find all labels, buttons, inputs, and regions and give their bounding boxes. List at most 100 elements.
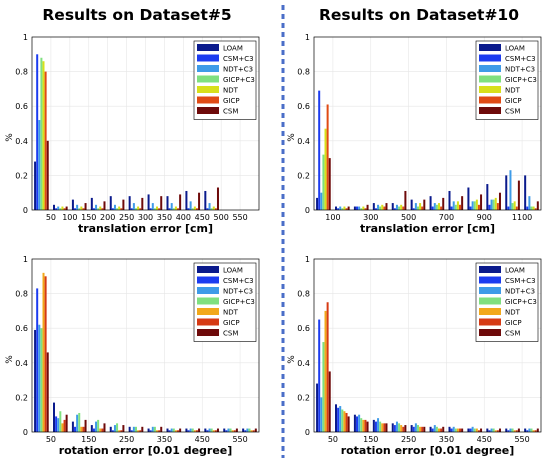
- bar-ndt-c3: [490, 428, 493, 432]
- bar-gicp-c3: [454, 204, 457, 210]
- bar-ndt-c3: [358, 206, 361, 210]
- bar-csm: [216, 428, 219, 432]
- bar-ndt: [381, 204, 384, 210]
- legend-label: NDT+C3: [505, 66, 535, 74]
- legend-label: CSM: [223, 108, 238, 116]
- x-axis-label: translation error [cm]: [360, 222, 495, 235]
- bar-loam: [524, 428, 527, 432]
- bar-gicp: [120, 208, 123, 210]
- legend-swatch: [479, 329, 501, 336]
- bar-loam: [486, 184, 489, 210]
- bar-gicp-c3: [191, 208, 194, 210]
- bar-csm: [179, 428, 182, 432]
- bar-csm-c3: [130, 430, 133, 432]
- bar-gicp-c3: [210, 208, 213, 210]
- bar-loam: [467, 428, 470, 432]
- bar-loam: [128, 426, 131, 432]
- bar-gicp-c3: [511, 428, 514, 432]
- bar-loam: [524, 175, 527, 210]
- x-tick-label: 350: [157, 213, 172, 222]
- bar-gicp-c3: [416, 206, 419, 210]
- bar-csm: [517, 428, 520, 432]
- bar-gicp-c3: [492, 199, 495, 210]
- bar-loam: [53, 402, 55, 432]
- bar-csm-c3: [507, 206, 510, 210]
- bar-csm: [442, 197, 445, 210]
- bar-gicp-c3: [435, 204, 438, 210]
- bar-ndt-c3: [471, 201, 474, 210]
- legend-swatch: [479, 96, 501, 104]
- legend-swatch: [479, 266, 501, 273]
- x-tick-label: 550: [514, 435, 529, 444]
- bar-gicp: [440, 428, 443, 432]
- bar-ndt: [513, 430, 516, 432]
- bar-csm-c3: [74, 426, 77, 432]
- x-axis-label: rotation error [0.01 degree]: [59, 444, 233, 457]
- bar-gicp: [402, 426, 405, 432]
- bar-csm: [347, 206, 350, 210]
- bar-ndt: [156, 206, 159, 210]
- bar-gicp: [63, 208, 66, 210]
- title-left: Results on Dataset#5: [42, 6, 231, 24]
- legend-label: NDT: [223, 309, 239, 317]
- bar-ndt: [174, 430, 177, 432]
- bar-csm-c3: [187, 208, 190, 210]
- bar-loam: [486, 428, 489, 432]
- bar-ndt-c3: [414, 203, 417, 210]
- bar-gicp-c3: [530, 206, 533, 210]
- bar-loam: [505, 175, 508, 210]
- legend-swatch: [479, 318, 501, 326]
- bar-ndt: [475, 428, 478, 432]
- bar-ndt: [400, 204, 403, 210]
- bar-ndt: [324, 310, 327, 432]
- bar-ndt: [362, 419, 365, 432]
- legend: LOAM CSM+C3 NDT+C3 GICP+C3 NDT GICP CSM: [475, 40, 539, 120]
- x-tick-label: 250: [401, 435, 416, 444]
- legend-label: LOAM: [505, 45, 525, 53]
- bar-csm-c3: [431, 428, 434, 432]
- axes-frame: [31, 258, 260, 433]
- bar-csm: [235, 428, 238, 432]
- bar-csm: [404, 190, 407, 210]
- bar-gicp-c3: [172, 208, 175, 210]
- bar-loam: [185, 190, 188, 210]
- legend-label: CSM: [505, 330, 520, 338]
- bar-gicp: [326, 302, 329, 432]
- bar-ndt: [532, 206, 535, 210]
- bar-gicp-c3: [134, 426, 137, 432]
- legend-swatch: [197, 44, 219, 51]
- bar-ndt: [532, 430, 535, 432]
- bar-gicp-c3: [322, 154, 325, 210]
- legend-swatch: [197, 107, 219, 114]
- legend-swatch: [197, 329, 219, 336]
- bar-gicp: [195, 208, 198, 210]
- bar-csm: [122, 199, 125, 210]
- bar-ndt-c3: [113, 425, 116, 432]
- legend: LOAM CSM+C3 NDT+C3 GICP+C3 NDT GICP CSM: [475, 262, 539, 342]
- bar-csm: [122, 425, 125, 432]
- legend-label: CSM+C3: [223, 277, 254, 285]
- y-tick-label: 0.4: [15, 137, 28, 146]
- x-tick-label: 300: [138, 213, 153, 222]
- bar-csm: [160, 196, 163, 210]
- bar-csm: [46, 352, 49, 432]
- bar-csm: [46, 140, 49, 210]
- bar-gicp: [383, 423, 386, 432]
- bar-gicp-c3: [398, 206, 401, 210]
- bar-csm: [385, 423, 388, 432]
- bar-ndt: [419, 203, 422, 210]
- bar-csm: [198, 428, 201, 432]
- legend-swatch: [479, 86, 501, 93]
- bar-csm-c3: [130, 208, 133, 210]
- bar-ndt-c3: [151, 203, 154, 210]
- bar-ndt-c3: [433, 203, 436, 210]
- bar-csm-c3: [92, 428, 95, 432]
- x-axis-label: rotation error [0.01 degree]: [341, 444, 515, 457]
- bar-ndt-c3: [76, 204, 79, 210]
- bar-gicp: [214, 430, 217, 432]
- y-tick-label: 0: [305, 428, 310, 437]
- bar-ndt: [400, 425, 403, 432]
- bar-gicp-c3: [210, 428, 213, 432]
- bar-loam: [90, 197, 93, 210]
- y-tick-label: 0.6: [15, 324, 28, 333]
